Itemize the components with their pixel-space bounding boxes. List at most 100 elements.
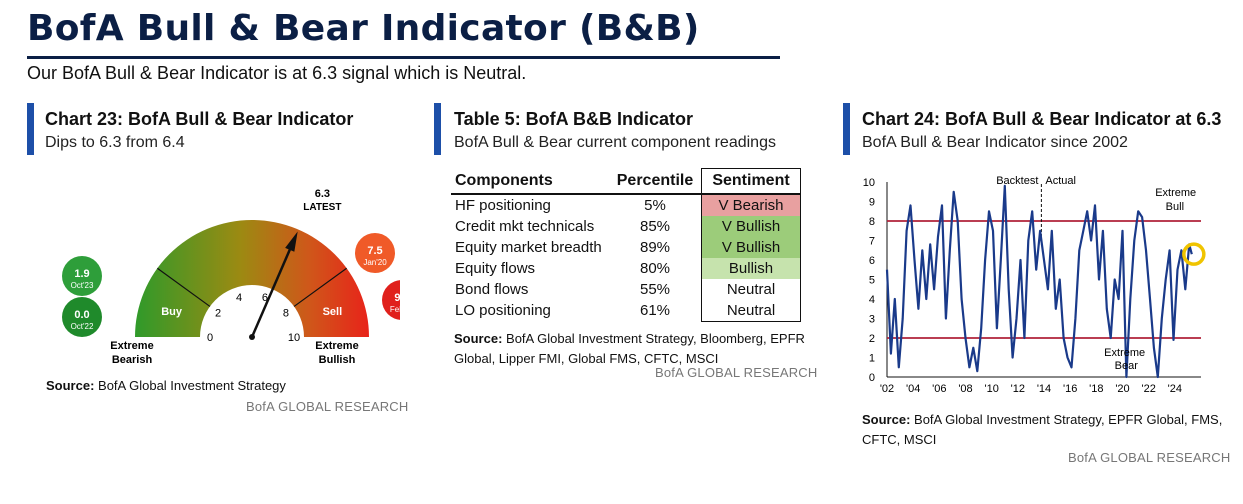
gauge-marker-value: 7.5 — [367, 245, 382, 257]
gauge-marker-value: 0.0 — [74, 309, 89, 321]
gauge-high-label-2: Bullish — [319, 354, 356, 366]
line-chart: 0 1 2 3 4 5 6 7 8 9 10 '02 '04 '06 '08 '10 '12 '14 '16 '18 '… — [863, 175, 1206, 395]
chart24-title: Chart 24: BofA Bull & Bear Indicator at … — [862, 109, 1222, 129]
table5-title: Table 5: BofA B&B Indicator — [454, 109, 694, 129]
title-divider — [27, 56, 780, 59]
gauge-needle-hub — [249, 334, 255, 340]
gauge-high-label-1: Extreme — [315, 340, 358, 352]
gauge-zone-divider — [156, 267, 211, 307]
y-tick-label: 9 — [869, 197, 875, 209]
cell-sentiment: V Bullish — [701, 237, 801, 258]
cell-percentile: 89% — [639, 239, 671, 256]
chart23-accent-bar — [27, 103, 34, 155]
cell-component: Bond flows — [455, 281, 529, 298]
page-subtitle: Our BofA Bull & Bear Indicator is at 6.3… — [27, 63, 527, 83]
table-row: Credit mkt technicals 85% V Bullish — [451, 216, 801, 237]
backtest-label: Backtest — [996, 175, 1038, 187]
chart24-source: Source: BofA Global Investment Strategy,… — [862, 412, 1223, 447]
cell-percentile: 61% — [639, 302, 671, 320]
gauge-needle-head — [285, 231, 298, 252]
cell-percentile: 5% — [644, 197, 666, 214]
gauge-latest-value: 6.3 — [315, 188, 330, 200]
gauge-low-label-1: Extreme — [110, 340, 153, 352]
gauge-tick-label: 2 — [215, 307, 221, 319]
gauge-needle — [250, 236, 297, 338]
chart24-research-label: BofA GLOBAL RESEARCH — [1068, 450, 1231, 465]
actual-label: Actual — [1045, 175, 1076, 187]
y-tick-label: 2 — [869, 333, 875, 345]
gauge-marker-circle — [62, 297, 102, 337]
extreme-bull-label-2: Bull — [1166, 201, 1184, 213]
chart23-subtitle: Dips to 6.3 from 6.4 — [45, 134, 185, 151]
gauge-tick-label: 8 — [283, 307, 289, 319]
gauge-tick-label: 10 — [288, 332, 300, 344]
table-header-row: Components Percentile Sentiment — [451, 168, 801, 195]
chart23-source: Source: BofA Global Investment Strategy — [46, 378, 286, 393]
x-tick-label: '04 — [906, 383, 920, 395]
cell-sentiment: Neutral — [701, 279, 801, 300]
gauge-marker-value: 9.0 — [394, 292, 400, 304]
header-percentile: Percentile — [609, 168, 702, 195]
header-sentiment: Sentiment — [701, 168, 801, 195]
cell-percentile: 55% — [639, 281, 671, 298]
gauge-tick-label: 6 — [262, 292, 268, 304]
table-row: HF positioning 5% V Bearish — [451, 194, 801, 216]
table-row: Equity market breadth 89% V Bullish — [451, 237, 801, 258]
gauge-fill — [135, 220, 369, 337]
cell-component: LO positioning — [455, 302, 551, 320]
latest-value-highlight — [1182, 242, 1206, 266]
y-tick-label: 6 — [869, 255, 875, 267]
x-tick-label: '16 — [1063, 383, 1077, 395]
y-tick-label: 10 — [863, 177, 875, 189]
y-tick-label: 5 — [869, 275, 875, 287]
gauge-tick-label: 4 — [236, 292, 242, 304]
x-tick-label: '10 — [984, 383, 998, 395]
cell-sentiment: V Bearish — [701, 194, 801, 216]
x-tick-label: '18 — [1089, 383, 1103, 395]
cell-sentiment: Bullish — [701, 258, 801, 279]
table-row: LO positioning 61% Neutral — [451, 300, 801, 322]
cell-component: HF positioning — [455, 197, 551, 214]
indicator-series-line — [885, 184, 1193, 379]
table5-source: Source: BofA Global Investment Strategy,… — [454, 331, 805, 366]
y-tick-label: 3 — [869, 314, 875, 326]
cell-percentile: 85% — [639, 218, 671, 235]
x-tick-label: '20 — [1115, 383, 1129, 395]
gauge-low-label-2: Bearish — [112, 354, 153, 366]
chart24-subtitle: BofA Bull & Bear Indicator since 2002 — [862, 134, 1128, 151]
cell-percentile: 80% — [639, 260, 671, 277]
gauge-zone-label: Sell — [323, 306, 343, 318]
component-table: Components Percentile Sentiment HF posit… — [451, 168, 801, 322]
x-tick-label: '24 — [1168, 383, 1182, 395]
x-tick-label: '14 — [1037, 383, 1051, 395]
cell-component: Credit mkt technicals — [455, 218, 595, 235]
table5-subtitle: BofA Bull & Bear current component readi… — [454, 134, 776, 151]
header-components: Components — [451, 168, 609, 195]
x-tick-label: '08 — [958, 383, 972, 395]
x-tick-label: '12 — [1011, 383, 1025, 395]
page-title: BofA Bull & Bear Indicator (B&B) — [27, 8, 700, 49]
y-tick-label: 0 — [869, 372, 875, 384]
gauge-chart: 0 2 4 6 8 10 Buy Sell 6.3 LATEST Extreme Beari… — [62, 188, 400, 366]
gauge-marker-date: Oct'22 — [71, 322, 94, 331]
table5-research-label: BofA GLOBAL RESEARCH — [655, 365, 818, 380]
gauge-marker-circle — [382, 280, 400, 320]
gauge-zone-label: Buy — [161, 306, 183, 318]
gauge-marker-date: Jan'20 — [363, 258, 387, 267]
y-tick-label: 4 — [869, 294, 875, 306]
gauge-tick-label: 0 — [207, 332, 213, 344]
gauge-zone-divider — [293, 267, 348, 307]
gauge-marker-value: 1.9 — [74, 268, 89, 280]
extreme-bull-label-1: Extreme — [1155, 187, 1196, 199]
chart23-title: Chart 23: BofA Bull & Bear Indicator — [45, 109, 354, 129]
chart23-research-label: BofA GLOBAL RESEARCH — [246, 399, 409, 414]
x-tick-label: '06 — [932, 383, 946, 395]
extreme-bear-label-1: Extreme — [1104, 347, 1145, 359]
gauge-latest-caption: LATEST — [303, 202, 341, 213]
x-tick-label: '02 — [880, 383, 894, 395]
chart24-accent-bar — [843, 103, 850, 155]
cell-sentiment: V Bullish — [701, 216, 801, 237]
y-tick-label: 1 — [869, 353, 875, 365]
cell-component: Equity flows — [455, 260, 536, 277]
cell-sentiment: Neutral — [701, 300, 801, 322]
